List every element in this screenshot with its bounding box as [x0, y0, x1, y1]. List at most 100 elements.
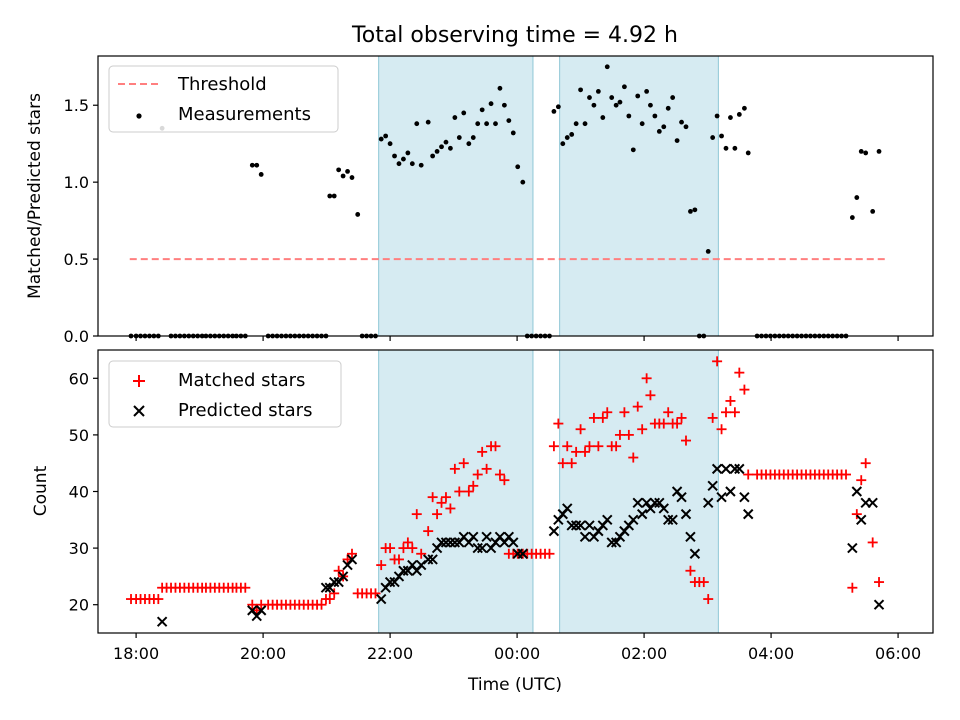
measurement-point: [405, 150, 411, 156]
predicted-point: [641, 497, 652, 509]
predicted-point: [739, 491, 750, 503]
measurement-point: [674, 138, 680, 144]
matched-point: [658, 418, 669, 429]
measurement-point: [336, 167, 342, 173]
predicted-point: [481, 531, 492, 542]
measurement-point: [401, 156, 406, 162]
matched-point: [734, 367, 745, 378]
ratio-y-axis-label: Matched/Predicted stars: [25, 93, 45, 299]
measurement-point: [710, 135, 716, 140]
matched-point: [588, 412, 599, 423]
measurement-point: [349, 175, 355, 180]
measurement-point: [648, 102, 653, 108]
predicted-point: [632, 497, 643, 509]
measurement-point: [254, 162, 260, 168]
measurement-point: [506, 118, 512, 124]
measurement-point: [591, 102, 597, 108]
measurement-point: [331, 193, 337, 199]
matched-point: [743, 469, 754, 480]
matched-point: [874, 577, 885, 588]
predicted-point: [720, 463, 732, 475]
measurement-point: [510, 130, 516, 136]
x-axis-label: Time (UTC): [467, 675, 562, 695]
matched-point: [619, 407, 630, 418]
matched-point: [602, 407, 613, 418]
measurement-point: [396, 161, 402, 167]
legend-threshold-label: Threshold: [177, 74, 267, 95]
matched-point: [445, 503, 456, 514]
predicted-point: [337, 571, 349, 582]
x-tick-label: 02:00: [621, 644, 667, 663]
measurement-point: [497, 85, 503, 91]
matched-point: [672, 418, 683, 429]
measurement-point: [626, 113, 632, 119]
matched-point: [393, 554, 404, 565]
predicted-point: [663, 514, 674, 526]
measurement-point: [876, 148, 882, 154]
measurement-point: [355, 212, 361, 217]
measurement-point: [652, 113, 658, 119]
predicted-point: [610, 537, 622, 548]
measurement-point: [493, 121, 498, 127]
matched-point: [680, 435, 691, 446]
predicted-point: [847, 542, 858, 554]
matched-point: [477, 446, 488, 457]
predicted-point: [703, 497, 714, 509]
measurement-point: [258, 172, 264, 177]
predicted-point: [867, 497, 878, 509]
predicted-point: [707, 480, 718, 492]
measurement-point: [461, 110, 467, 116]
matched-point: [423, 526, 434, 537]
matched-point: [614, 429, 625, 440]
measurement-point: [430, 153, 436, 159]
matched-point: [611, 441, 622, 452]
measurement-point: [484, 121, 490, 127]
predicted-point: [851, 486, 863, 497]
matched-point: [712, 356, 723, 367]
predicted-point: [649, 497, 661, 509]
matched-point: [416, 548, 427, 559]
predicted-point: [873, 599, 885, 610]
count-legend: Matched stars Predicted stars: [108, 360, 342, 428]
measurement-point: [732, 145, 738, 151]
matched-point: [628, 452, 639, 463]
ratio-panel: 0.0 0.5 1.0 1.5 Matched/Predicted stars Thr…: [25, 55, 934, 346]
measurement-point: [573, 121, 579, 127]
predicted-point: [716, 491, 727, 503]
predicted-points: [156, 463, 885, 627]
top-shaded-span-0: [378, 55, 534, 337]
measurement-point: [425, 119, 431, 125]
measurement-point: [479, 107, 485, 113]
measurement-point: [345, 168, 350, 174]
matched-point: [641, 373, 652, 384]
legend-matched-swatch: [133, 375, 145, 387]
matched-point: [698, 577, 709, 588]
predicted-point: [606, 537, 617, 548]
x-tick-label: 22:00: [367, 644, 413, 663]
bot-y-tick-label: 60: [69, 369, 89, 388]
measurement-point: [630, 147, 636, 153]
matched-point: [867, 537, 878, 548]
predicted-point: [676, 491, 687, 503]
measurement-point: [635, 93, 641, 99]
matched-point: [623, 429, 634, 440]
matched-point: [739, 384, 750, 395]
matched-point: [847, 582, 858, 593]
matched-point: [494, 469, 505, 480]
predicted-point: [375, 593, 387, 605]
bot-y-tick-label: 40: [69, 483, 89, 502]
measurement-point: [644, 88, 650, 94]
matched-point: [436, 497, 447, 508]
matched-point: [458, 458, 469, 469]
matched-point: [398, 543, 409, 554]
measurement-point: [683, 124, 689, 130]
predicted-point: [602, 514, 613, 526]
predicted-point: [440, 537, 452, 548]
matched-point: [240, 582, 251, 593]
measurement-point: [665, 105, 671, 111]
top-y-tick-label: 0.5: [64, 250, 89, 269]
measurement-point: [582, 121, 588, 127]
predicted-point: [575, 520, 586, 531]
matched-point: [376, 560, 387, 571]
matched-point: [716, 424, 727, 435]
